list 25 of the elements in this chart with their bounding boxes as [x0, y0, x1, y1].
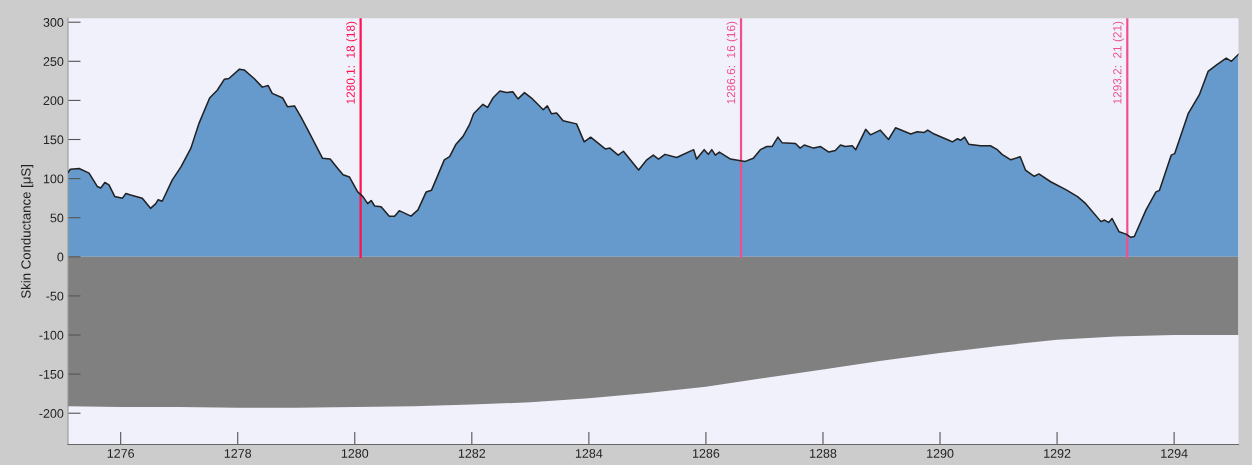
- x-tick-label: 1286: [692, 449, 720, 458]
- y-tick-label: 100: [43, 174, 64, 184]
- ref-line-label: 1293.2: 21 (21): [1112, 21, 1124, 104]
- y-tick-label: 50: [50, 213, 64, 223]
- x-tick-label: 1294: [1161, 449, 1188, 458]
- x-tick-label: 1282: [458, 449, 486, 458]
- y-tick-label: -100: [39, 330, 64, 340]
- x-tick-label: 1292: [1044, 449, 1071, 458]
- y-tick-label: 150: [43, 135, 64, 145]
- y-tick-label: 250: [43, 57, 64, 66]
- ref-line-label: 1280.1: 18 (18): [346, 21, 358, 104]
- x-tick-label: 1278: [224, 449, 252, 458]
- y-tick-label: 0: [57, 252, 64, 262]
- ref-line-label: 1286.6: 16 (16): [726, 21, 738, 104]
- x-tick-label: 1288: [810, 449, 837, 458]
- y-tick-label: -50: [46, 291, 64, 301]
- x-tick-label: 1284: [575, 449, 603, 458]
- y-tick-label: 200: [43, 96, 64, 106]
- x-tick-label: 1276: [107, 449, 135, 458]
- x-tick-label: 1290: [927, 449, 954, 458]
- y-tick-label: 300: [43, 18, 64, 27]
- y-axis-title: Skin Conductance [μS]: [20, 165, 34, 299]
- y-tick-label: -150: [39, 369, 64, 379]
- x-tick-label: 1280: [341, 449, 369, 458]
- y-tick-label: -200: [39, 409, 64, 418]
